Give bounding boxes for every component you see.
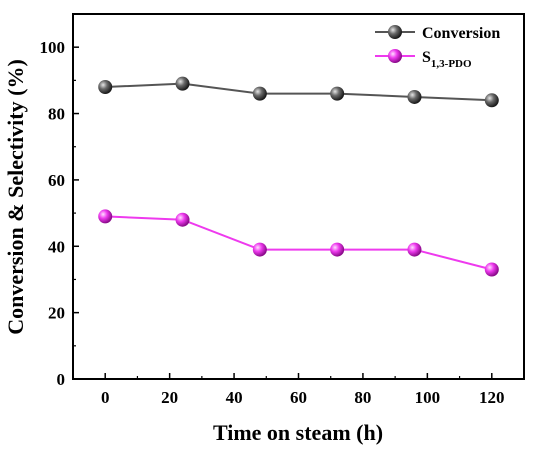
y-tick-label: 80 bbox=[48, 105, 65, 124]
x-tick-label: 60 bbox=[290, 388, 307, 407]
legend-marker-selectivity bbox=[388, 49, 402, 63]
y-tick-label: 100 bbox=[40, 38, 66, 57]
data-point-selectivity bbox=[407, 242, 422, 257]
legend-label-conversion: Conversion bbox=[422, 25, 500, 42]
x-axis-title: Time on steam (h) bbox=[213, 420, 383, 445]
x-tick-label: 80 bbox=[354, 388, 371, 407]
data-point-selectivity bbox=[330, 242, 345, 257]
x-tick-label: 40 bbox=[226, 388, 243, 407]
data-point-conversion bbox=[98, 80, 113, 94]
data-point-conversion bbox=[330, 86, 345, 101]
x-tick-label: 120 bbox=[479, 388, 505, 407]
series-line-selectivity bbox=[105, 215, 493, 271]
data-point-selectivity bbox=[98, 209, 113, 224]
data-point-selectivity bbox=[252, 242, 267, 257]
y-tick-label: 0 bbox=[57, 370, 66, 389]
y-axis-title: Conversion & Selectivity (%) bbox=[3, 59, 28, 335]
legend-marker-conversion bbox=[388, 25, 402, 39]
y-tick-label: 60 bbox=[48, 171, 65, 190]
x-tick-label: 20 bbox=[161, 388, 178, 407]
data-point-conversion bbox=[252, 86, 267, 101]
y-tick-label: 20 bbox=[48, 304, 65, 323]
x-tick-label: 0 bbox=[101, 388, 110, 407]
data-point-selectivity bbox=[484, 262, 499, 277]
legend-label-selectivity-main: S bbox=[422, 49, 431, 66]
legend: Conversion S1,3-PDO bbox=[375, 25, 500, 70]
data-point-conversion bbox=[407, 89, 422, 104]
data-point-conversion bbox=[484, 93, 499, 108]
legend-label-selectivity-sub: 1,3-PDO bbox=[431, 58, 472, 70]
x-tick-label: 100 bbox=[415, 388, 441, 407]
y-tick-label: 40 bbox=[48, 237, 65, 256]
legend-label-selectivity: S1,3-PDO bbox=[422, 49, 472, 70]
data-point-conversion bbox=[175, 76, 190, 91]
data-point-selectivity bbox=[175, 212, 190, 227]
series-line-conversion bbox=[105, 82, 492, 102]
